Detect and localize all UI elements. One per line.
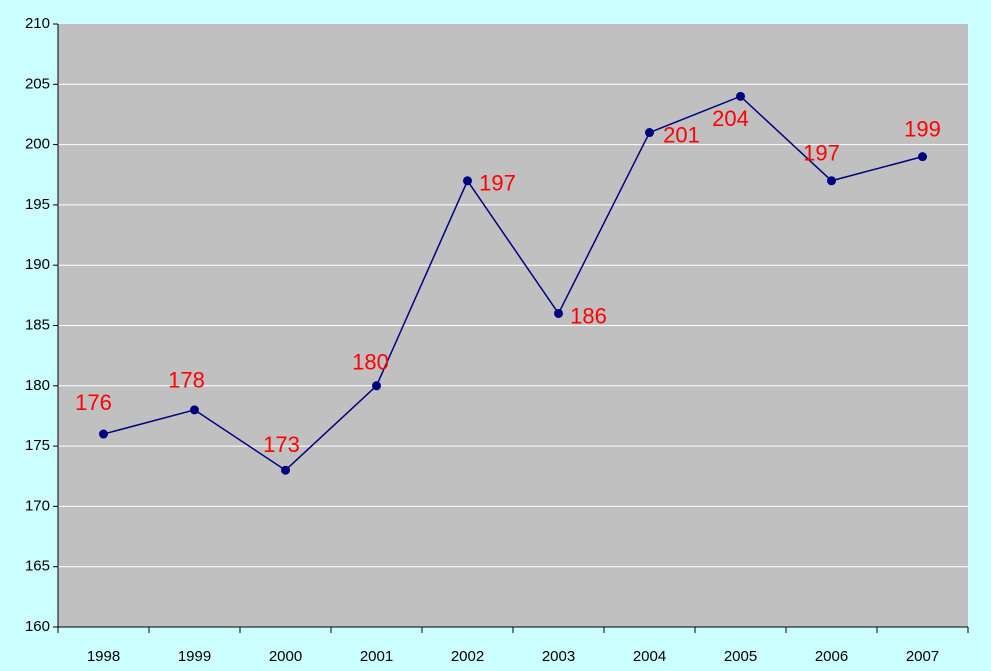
y-tick-label: 200 xyxy=(25,136,50,153)
y-tick-label: 165 xyxy=(25,558,50,575)
y-tick-label: 175 xyxy=(25,437,50,454)
data-point xyxy=(645,128,654,138)
data-label: 173 xyxy=(263,432,300,457)
data-label: 199 xyxy=(904,116,941,141)
data-point xyxy=(99,429,108,439)
x-tick-label: 2007 xyxy=(906,648,939,665)
data-label: 197 xyxy=(803,141,840,166)
x-tick-label: 2002 xyxy=(451,648,484,665)
y-tick-label: 180 xyxy=(25,377,50,394)
x-tick-label: 2000 xyxy=(269,648,302,665)
y-tick-label: 170 xyxy=(25,497,50,514)
data-point xyxy=(827,176,836,186)
series-line xyxy=(103,95,923,472)
data-point xyxy=(554,308,563,318)
x-tick-label: 2005 xyxy=(724,648,757,665)
x-tick-label: 2006 xyxy=(815,648,848,665)
data-point xyxy=(281,465,290,475)
y-tick-label: 185 xyxy=(25,316,50,333)
data-point xyxy=(463,176,472,186)
data-label: 180 xyxy=(352,350,389,375)
x-tick-label: 1999 xyxy=(178,648,211,665)
y-tick-label: 160 xyxy=(25,618,50,635)
data-label: 176 xyxy=(75,390,112,415)
data-point xyxy=(372,381,381,391)
y-tick-label: 190 xyxy=(25,256,50,273)
x-tick-label: 1998 xyxy=(87,648,120,665)
data-label: 178 xyxy=(168,368,205,393)
data-label: 186 xyxy=(570,303,607,328)
data-point xyxy=(190,405,199,415)
data-label: 197 xyxy=(479,171,516,196)
data-label: 204 xyxy=(712,106,749,131)
y-tick-label: 195 xyxy=(25,196,50,213)
x-tick-label: 2003 xyxy=(542,648,575,665)
y-tick-label: 210 xyxy=(25,15,50,32)
x-tick-label: 2001 xyxy=(360,648,393,665)
data-point xyxy=(918,152,927,162)
x-tick-label: 2004 xyxy=(633,648,666,665)
y-tick-label: 205 xyxy=(25,75,50,92)
data-point xyxy=(736,91,745,101)
data-label: 201 xyxy=(663,122,700,147)
